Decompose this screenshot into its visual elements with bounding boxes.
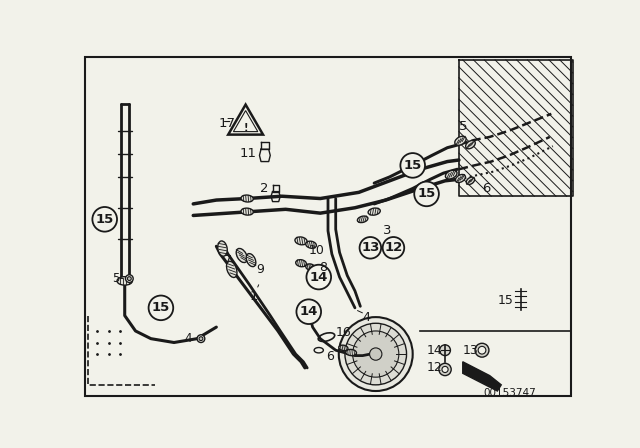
Circle shape [307,265,331,289]
Text: !: ! [243,124,248,134]
Text: 2: 2 [260,182,269,195]
Circle shape [353,331,399,377]
Text: 15: 15 [95,213,114,226]
Text: 12: 12 [385,241,403,254]
Circle shape [148,296,173,320]
Text: 3: 3 [383,224,392,237]
Ellipse shape [368,208,380,215]
Ellipse shape [306,241,316,248]
Ellipse shape [295,237,307,245]
Ellipse shape [117,277,132,285]
Circle shape [296,299,321,324]
Circle shape [345,323,406,385]
Circle shape [369,348,382,360]
Circle shape [125,275,133,282]
Text: 15: 15 [417,187,436,200]
Text: 13: 13 [361,241,380,254]
Text: 14: 14 [300,305,318,318]
Circle shape [414,181,439,206]
Ellipse shape [357,216,368,223]
Circle shape [478,346,486,354]
Text: 13: 13 [463,344,479,357]
Circle shape [339,317,413,391]
Text: 16: 16 [336,326,351,339]
Circle shape [442,366,448,373]
Text: 14: 14 [310,271,328,284]
Text: 4: 4 [363,310,371,323]
Circle shape [439,363,451,375]
Polygon shape [463,362,501,391]
Circle shape [360,237,381,258]
Text: 5-: 5- [113,272,124,285]
Polygon shape [234,111,258,132]
Ellipse shape [227,261,237,277]
Ellipse shape [445,170,457,179]
Text: 1: 1 [250,285,259,303]
Text: 9: 9 [257,263,264,276]
Text: 11: 11 [239,147,257,160]
Ellipse shape [246,254,256,267]
Text: 4-: 4- [184,332,196,345]
Ellipse shape [467,177,475,185]
Circle shape [383,237,404,258]
Text: 10: 10 [308,244,324,257]
Text: 17: 17 [219,116,236,129]
Circle shape [197,335,205,343]
Ellipse shape [218,241,227,256]
Text: 12: 12 [427,362,442,375]
Circle shape [199,337,203,340]
Circle shape [401,153,425,178]
Ellipse shape [346,349,356,356]
Text: 15: 15 [497,293,513,307]
Text: 00153747: 00153747 [483,388,536,397]
Ellipse shape [339,345,348,351]
Text: 14: 14 [427,344,442,357]
Circle shape [92,207,117,232]
Polygon shape [228,104,263,134]
Text: 7: 7 [224,254,232,267]
Ellipse shape [296,260,307,267]
Text: 6: 6 [482,182,490,195]
Ellipse shape [306,264,315,270]
Text: 6: 6 [326,350,334,363]
Circle shape [475,343,489,357]
Circle shape [127,277,131,280]
Ellipse shape [455,136,466,145]
Text: 8: 8 [319,261,327,274]
Ellipse shape [236,249,247,263]
Text: 5: 5 [459,121,467,134]
Ellipse shape [456,174,465,182]
Circle shape [440,345,451,356]
Ellipse shape [241,195,253,202]
Ellipse shape [466,140,476,149]
Text: 15: 15 [152,302,170,314]
Ellipse shape [241,208,253,215]
Text: 15: 15 [404,159,422,172]
